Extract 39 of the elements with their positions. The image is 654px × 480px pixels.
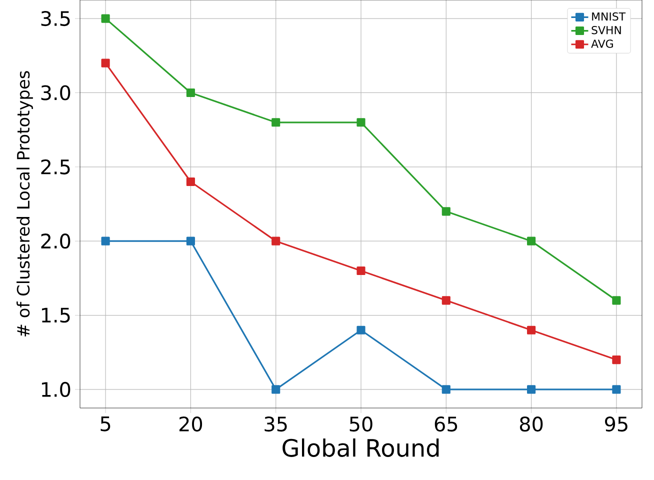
point — [527, 326, 536, 334]
x-tick-label: 95 — [605, 416, 628, 432]
point — [356, 266, 366, 276]
y-tick-label: 2.0 — [41, 234, 70, 249]
point — [356, 118, 366, 127]
point — [527, 385, 536, 394]
point — [612, 296, 621, 305]
x-tick-label: 35 — [264, 416, 287, 432]
point — [612, 355, 621, 364]
point — [527, 236, 536, 246]
point — [272, 236, 280, 246]
y-tick-label: 1.5 — [42, 308, 70, 323]
x-tick-label: 20 — [179, 416, 202, 432]
point — [186, 177, 195, 186]
point — [101, 236, 110, 246]
legend-label: SVHN — [592, 26, 621, 34]
point — [612, 385, 621, 394]
x-tick-label: 80 — [520, 416, 543, 432]
x-tick-label: 5 — [100, 416, 110, 432]
x-tick-label: 50 — [350, 416, 372, 432]
y-axis-title: # of Clustered Local Prototypes — [16, 71, 33, 336]
point — [101, 58, 110, 68]
point — [442, 385, 450, 394]
y-tick-label: 1.0 — [42, 382, 70, 397]
y-tick-label: 3.0 — [41, 85, 70, 100]
point — [101, 14, 110, 23]
y-tick-label: 3.5 — [41, 11, 70, 26]
point — [272, 118, 280, 127]
x-tick-label: 65 — [434, 416, 458, 432]
point — [442, 296, 450, 305]
legend-label: MNIST — [592, 12, 626, 21]
point — [186, 236, 195, 246]
x-axis-title: Global Round — [282, 438, 439, 457]
point — [442, 207, 450, 216]
point — [356, 326, 366, 334]
legend-label: AVG — [591, 40, 613, 48]
point — [186, 88, 195, 98]
point — [272, 385, 280, 394]
y-tick-label: 2.5 — [41, 159, 70, 174]
